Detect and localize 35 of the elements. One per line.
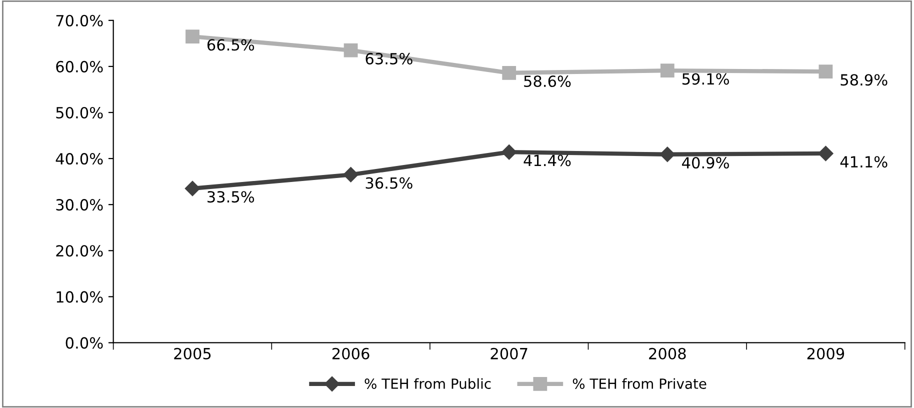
y-tick-label: 0.0%	[66, 337, 103, 349]
y-tick-label: 60.0%	[56, 60, 103, 72]
point	[184, 180, 200, 196]
point	[660, 64, 674, 78]
data-label: 40.9%	[682, 156, 729, 169]
data-label: 41.4%	[524, 154, 571, 166]
y-tick-label: 50.0%	[56, 106, 103, 119]
data-label: 66.5%	[207, 39, 254, 51]
point	[502, 144, 517, 160]
point	[660, 146, 675, 162]
point	[343, 167, 358, 182]
y-tick-label: 30.0%	[56, 199, 103, 211]
point	[344, 43, 358, 58]
y-tick-label: 20.0%	[56, 245, 103, 257]
data-label: 59.1%	[682, 73, 729, 85]
x-tick-label: 2007	[490, 348, 528, 360]
point	[186, 30, 200, 44]
legend-label: % TEH from Private	[572, 378, 706, 389]
x-tick-label: 2005	[174, 348, 211, 360]
data-label: 33.5%	[208, 191, 254, 203]
data-label: 58.9%	[840, 74, 888, 86]
point	[502, 66, 516, 80]
data-label: 36.5%	[366, 177, 412, 189]
x-tick-label: 2009	[807, 348, 844, 360]
data-label: 41.1%	[840, 156, 888, 168]
y-tick-label: 40.0%	[56, 153, 103, 165]
y-tick-label: 70.0%	[56, 14, 103, 26]
x-tick-label: 2008	[649, 348, 686, 360]
point	[818, 146, 834, 162]
data-label: 63.5%	[366, 52, 412, 64]
legend-label: % TEH from Public	[364, 378, 491, 389]
data-label: 58.6%	[524, 75, 571, 88]
y-tick-label: 10.0%	[56, 291, 103, 303]
point	[818, 64, 833, 78]
x-tick-label: 2006	[332, 348, 370, 360]
